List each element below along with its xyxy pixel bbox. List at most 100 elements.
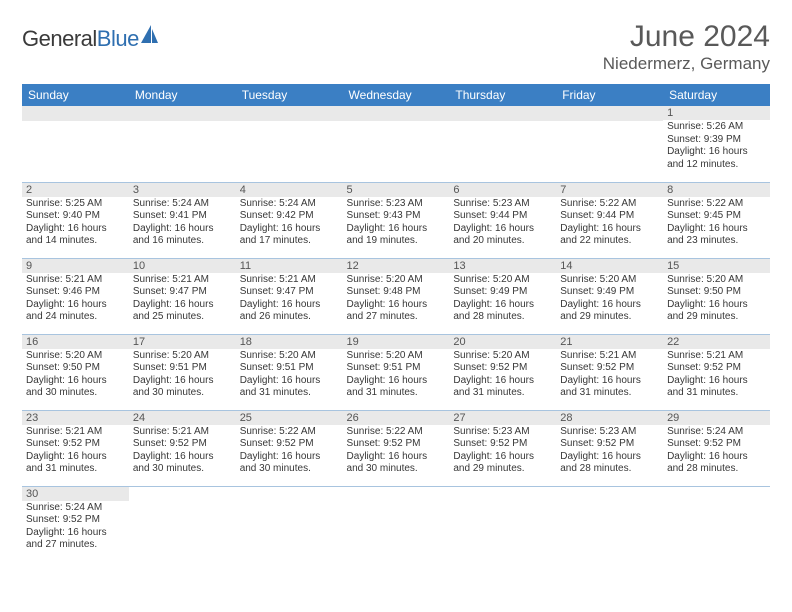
day-number-bar: 23 [22, 411, 129, 425]
day-details: Sunrise: 5:21 AMSunset: 9:52 PMDaylight:… [667, 350, 766, 400]
calendar-week-row: 2Sunrise: 5:25 AMSunset: 9:40 PMDaylight… [22, 182, 770, 258]
day-details: Sunrise: 5:21 AMSunset: 9:52 PMDaylight:… [560, 350, 659, 400]
calendar-cell [556, 106, 663, 182]
day-number-bar: 2 [22, 183, 129, 197]
calendar-cell: 28Sunrise: 5:23 AMSunset: 9:52 PMDayligh… [556, 410, 663, 486]
title-block: June 2024 Niedermerz, Germany [603, 20, 770, 74]
calendar-cell: 22Sunrise: 5:21 AMSunset: 9:52 PMDayligh… [663, 334, 770, 410]
day-details: Sunrise: 5:23 AMSunset: 9:44 PMDaylight:… [453, 198, 552, 248]
calendar-cell: 15Sunrise: 5:20 AMSunset: 9:50 PMDayligh… [663, 258, 770, 334]
day-of-week-header: Thursday [449, 84, 556, 106]
day-details: Sunrise: 5:22 AMSunset: 9:52 PMDaylight:… [347, 426, 446, 476]
day-number-bar: 28 [556, 411, 663, 425]
calendar-cell: 23Sunrise: 5:21 AMSunset: 9:52 PMDayligh… [22, 410, 129, 486]
day-details: Sunrise: 5:23 AMSunset: 9:52 PMDaylight:… [560, 426, 659, 476]
day-number-bar: 6 [449, 183, 556, 197]
location: Niedermerz, Germany [603, 54, 770, 74]
calendar-cell: 7Sunrise: 5:22 AMSunset: 9:44 PMDaylight… [556, 182, 663, 258]
calendar-table: SundayMondayTuesdayWednesdayThursdayFrid… [22, 84, 770, 562]
day-details: Sunrise: 5:26 AMSunset: 9:39 PMDaylight:… [667, 121, 766, 171]
day-number-bar: 22 [663, 335, 770, 349]
calendar-cell [449, 486, 556, 562]
day-number-bar: 15 [663, 259, 770, 273]
day-details: Sunrise: 5:20 AMSunset: 9:49 PMDaylight:… [453, 274, 552, 324]
calendar-week-row: 23Sunrise: 5:21 AMSunset: 9:52 PMDayligh… [22, 410, 770, 486]
calendar-cell: 27Sunrise: 5:23 AMSunset: 9:52 PMDayligh… [449, 410, 556, 486]
day-details: Sunrise: 5:20 AMSunset: 9:51 PMDaylight:… [240, 350, 339, 400]
day-number-bar: 4 [236, 183, 343, 197]
calendar-cell [343, 486, 450, 562]
calendar-cell: 2Sunrise: 5:25 AMSunset: 9:40 PMDaylight… [22, 182, 129, 258]
day-details: Sunrise: 5:22 AMSunset: 9:44 PMDaylight:… [560, 198, 659, 248]
day-number-bar: 13 [449, 259, 556, 273]
calendar-week-row: 16Sunrise: 5:20 AMSunset: 9:50 PMDayligh… [22, 334, 770, 410]
day-number-bar: 3 [129, 183, 236, 197]
header: GeneralBlue June 2024 Niedermerz, German… [22, 20, 770, 74]
day-number-bar: 8 [663, 183, 770, 197]
day-details: Sunrise: 5:22 AMSunset: 9:45 PMDaylight:… [667, 198, 766, 248]
day-number-bar: 24 [129, 411, 236, 425]
calendar-cell: 30Sunrise: 5:24 AMSunset: 9:52 PMDayligh… [22, 486, 129, 562]
calendar-cell [236, 486, 343, 562]
day-number-bar: 29 [663, 411, 770, 425]
day-details: Sunrise: 5:21 AMSunset: 9:47 PMDaylight:… [240, 274, 339, 324]
day-number-bar: 16 [22, 335, 129, 349]
calendar-cell: 1Sunrise: 5:26 AMSunset: 9:39 PMDaylight… [663, 106, 770, 182]
day-number-bar [343, 106, 450, 121]
calendar-cell: 21Sunrise: 5:21 AMSunset: 9:52 PMDayligh… [556, 334, 663, 410]
calendar-cell: 16Sunrise: 5:20 AMSunset: 9:50 PMDayligh… [22, 334, 129, 410]
day-details: Sunrise: 5:21 AMSunset: 9:52 PMDaylight:… [26, 426, 125, 476]
calendar-cell: 18Sunrise: 5:20 AMSunset: 9:51 PMDayligh… [236, 334, 343, 410]
month-title: June 2024 [603, 20, 770, 54]
calendar-cell: 29Sunrise: 5:24 AMSunset: 9:52 PMDayligh… [663, 410, 770, 486]
day-details: Sunrise: 5:21 AMSunset: 9:46 PMDaylight:… [26, 274, 125, 324]
day-details: Sunrise: 5:21 AMSunset: 9:47 PMDaylight:… [133, 274, 232, 324]
day-of-week-header: Saturday [663, 84, 770, 106]
calendar-week-row: 30Sunrise: 5:24 AMSunset: 9:52 PMDayligh… [22, 486, 770, 562]
calendar-cell: 11Sunrise: 5:21 AMSunset: 9:47 PMDayligh… [236, 258, 343, 334]
day-details: Sunrise: 5:20 AMSunset: 9:48 PMDaylight:… [347, 274, 446, 324]
calendar-cell [663, 486, 770, 562]
day-details: Sunrise: 5:24 AMSunset: 9:42 PMDaylight:… [240, 198, 339, 248]
day-details: Sunrise: 5:20 AMSunset: 9:49 PMDaylight:… [560, 274, 659, 324]
calendar-cell: 12Sunrise: 5:20 AMSunset: 9:48 PMDayligh… [343, 258, 450, 334]
calendar-cell: 9Sunrise: 5:21 AMSunset: 9:46 PMDaylight… [22, 258, 129, 334]
calendar-cell [129, 106, 236, 182]
calendar-cell: 17Sunrise: 5:20 AMSunset: 9:51 PMDayligh… [129, 334, 236, 410]
sail-icon [139, 23, 159, 45]
day-details: Sunrise: 5:24 AMSunset: 9:52 PMDaylight:… [26, 502, 125, 552]
calendar-cell [449, 106, 556, 182]
day-details: Sunrise: 5:20 AMSunset: 9:51 PMDaylight:… [347, 350, 446, 400]
day-number-bar: 12 [343, 259, 450, 273]
calendar-cell: 24Sunrise: 5:21 AMSunset: 9:52 PMDayligh… [129, 410, 236, 486]
logo-text: GeneralBlue [22, 26, 139, 52]
day-number-bar: 1 [663, 106, 770, 120]
day-number-bar: 9 [22, 259, 129, 273]
day-details: Sunrise: 5:20 AMSunset: 9:51 PMDaylight:… [133, 350, 232, 400]
calendar-cell: 25Sunrise: 5:22 AMSunset: 9:52 PMDayligh… [236, 410, 343, 486]
day-number-bar: 25 [236, 411, 343, 425]
day-number-bar: 5 [343, 183, 450, 197]
calendar-cell [22, 106, 129, 182]
day-number-bar: 19 [343, 335, 450, 349]
day-number-bar [236, 106, 343, 121]
calendar-cell: 26Sunrise: 5:22 AMSunset: 9:52 PMDayligh… [343, 410, 450, 486]
day-of-week-header: Wednesday [343, 84, 450, 106]
calendar-cell: 5Sunrise: 5:23 AMSunset: 9:43 PMDaylight… [343, 182, 450, 258]
day-of-week-header: Monday [129, 84, 236, 106]
day-details: Sunrise: 5:25 AMSunset: 9:40 PMDaylight:… [26, 198, 125, 248]
day-details: Sunrise: 5:23 AMSunset: 9:52 PMDaylight:… [453, 426, 552, 476]
calendar-cell: 14Sunrise: 5:20 AMSunset: 9:49 PMDayligh… [556, 258, 663, 334]
day-details: Sunrise: 5:20 AMSunset: 9:50 PMDaylight:… [26, 350, 125, 400]
day-details: Sunrise: 5:20 AMSunset: 9:52 PMDaylight:… [453, 350, 552, 400]
logo: GeneralBlue [22, 20, 161, 52]
day-number-bar [449, 106, 556, 121]
calendar-cell: 20Sunrise: 5:20 AMSunset: 9:52 PMDayligh… [449, 334, 556, 410]
calendar-cell: 19Sunrise: 5:20 AMSunset: 9:51 PMDayligh… [343, 334, 450, 410]
day-number-bar [22, 106, 129, 121]
logo-general: General [22, 26, 97, 51]
day-number-bar: 11 [236, 259, 343, 273]
day-of-week-header: Sunday [22, 84, 129, 106]
day-number-bar: 27 [449, 411, 556, 425]
day-number-bar: 21 [556, 335, 663, 349]
